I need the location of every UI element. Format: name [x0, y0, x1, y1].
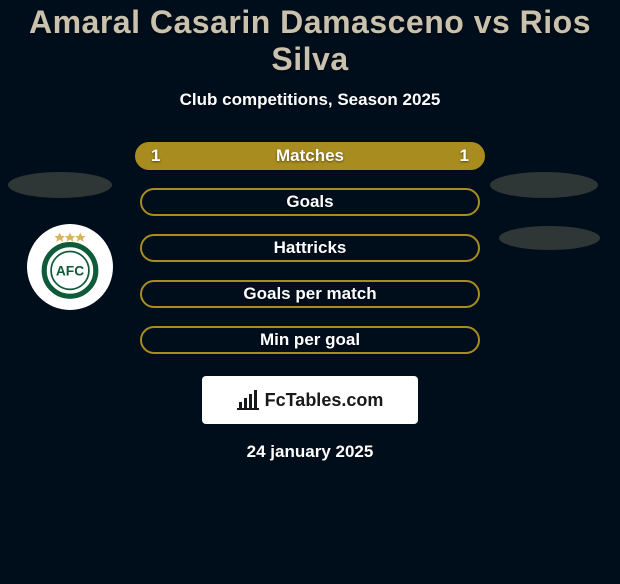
svg-text:AFC: AFC — [56, 264, 84, 279]
page-title: Amaral Casarin Damasceno vs Rios Silva — [0, 4, 620, 78]
bar-chart-icon — [237, 390, 259, 410]
player-right-shadow — [490, 172, 598, 198]
stat-label: Hattricks — [142, 236, 478, 260]
club-badge-icon: AFC — [27, 224, 113, 310]
subtitle: Club competitions, Season 2025 — [0, 90, 620, 110]
stat-label: Min per goal — [142, 328, 478, 352]
stats-area: AFC Matches1 1 Goals Hattricks Goals per mat… — [0, 142, 620, 354]
stat-label: Goals per match — [142, 282, 478, 306]
stat-row: Matches1 1 — [135, 142, 485, 170]
stat-label: Matches — [137, 144, 483, 168]
club-logo-left: AFC — [27, 224, 113, 310]
stat-row: Min per goal — [140, 326, 480, 354]
stat-row: Goals — [140, 188, 480, 216]
player-left-shadow — [8, 172, 112, 198]
branding-text: FcTables.com — [265, 390, 384, 411]
stat-row: Goals per match — [140, 280, 480, 308]
branding-badge[interactable]: FcTables.com — [202, 376, 418, 424]
date-label: 24 january 2025 — [0, 442, 620, 462]
stat-right-value: 1 — [460, 144, 469, 168]
stat-row: Hattricks — [140, 234, 480, 262]
stat-left-value: 1 — [151, 144, 160, 168]
stat-label: Goals — [142, 190, 478, 214]
player-right-shadow-2 — [499, 226, 600, 250]
